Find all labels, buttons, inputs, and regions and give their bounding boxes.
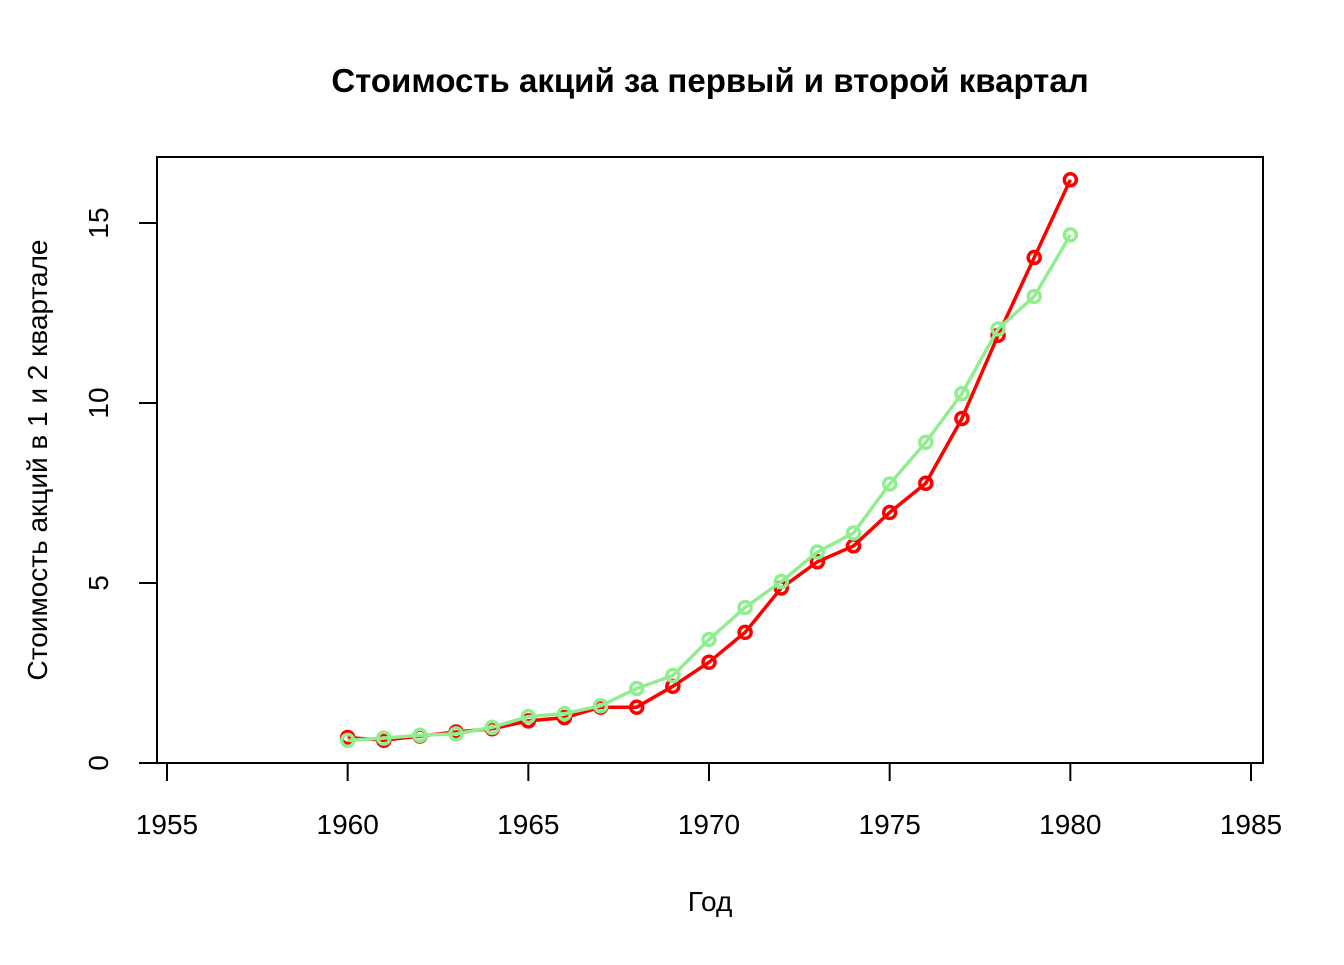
series-2 [339,227,1079,749]
x-tick-label: 1975 [859,809,921,840]
x-tick-label: 1980 [1039,809,1101,840]
data-point [412,727,428,744]
x-tick-label: 1960 [317,809,379,840]
data-point [809,554,826,570]
data-point [881,476,898,492]
data-point [1026,249,1042,266]
x-tick-label: 1955 [136,809,198,840]
x-tick-label: 1970 [678,809,740,840]
data-point [665,667,681,684]
data-point [1062,227,1079,243]
data-point [448,726,464,742]
data-point [881,504,898,521]
data-point [954,410,970,427]
x-tick-label: 1985 [1220,809,1282,840]
plot-frame [156,156,1264,764]
data-point [520,708,537,725]
data-point [737,624,753,641]
data-point [376,730,392,746]
data-point [990,321,1006,337]
series-line [347,233,1072,743]
y-axis-label: Стоимость акций в 1 и 2 квартале [22,240,53,681]
data-point [918,475,934,492]
data-point [556,705,573,722]
data-point [918,434,934,450]
y-tick-label: 5 [83,575,114,591]
data-point [809,544,826,560]
data-point [628,680,645,697]
data-point [592,698,609,714]
x-axis-label: Год [688,886,733,917]
chart-title: Стоимость акций за первый и второй кварт… [331,62,1088,99]
data-point [701,631,717,648]
data-point [773,573,790,590]
data-point [701,654,717,670]
data-point [845,525,862,541]
y-tick-label: 0 [83,755,114,771]
series-layer [339,172,1079,749]
series-1 [339,172,1079,749]
x-tick-label: 1965 [497,809,559,840]
data-point [737,599,753,616]
data-point [954,385,970,402]
data-point [1026,288,1042,305]
y-tick-label: 15 [83,207,114,238]
axes: 1955 1960 1965 1970 1975 1980 1985 0 5 10 15 [83,207,1282,840]
data-point [339,732,356,749]
data-point [484,719,500,736]
data-point [1062,172,1079,188]
data-point [628,699,645,715]
y-tick-label: 10 [83,387,114,418]
